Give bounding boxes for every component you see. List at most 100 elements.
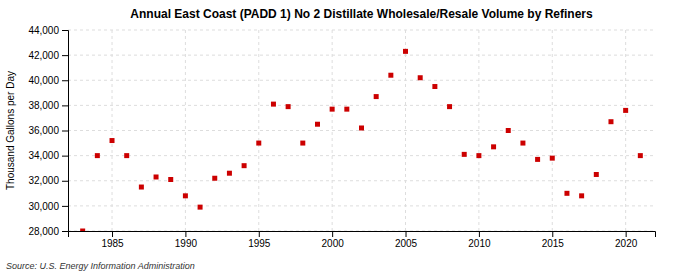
grid (68, 30, 655, 231)
grid-line (185, 30, 186, 231)
tick-label: 28,000 (28, 226, 59, 237)
plot-area: 1985199019952000200520102015202028,00030… (28, 25, 655, 249)
tick: 28,000 (28, 226, 68, 237)
point (564, 191, 569, 196)
tick: 2010 (468, 231, 491, 249)
point (124, 153, 129, 158)
grid-line (68, 155, 655, 156)
point (315, 122, 320, 127)
chart: 1985199019952000200520102015202028,00030… (0, 0, 675, 275)
point (550, 156, 555, 161)
point (212, 176, 217, 181)
tick-mark (62, 80, 68, 81)
tick: 34,000 (28, 150, 68, 161)
point (638, 153, 643, 158)
tick-mark (62, 131, 68, 132)
tick-label: 42,000 (28, 50, 59, 61)
tick: 1995 (248, 231, 271, 249)
y-axis: 28,000 30,000 32,000 34,000 36,000 38,000 40,0… (28, 25, 68, 237)
annotation: Source: U.S. Energy Information Administ… (6, 261, 195, 271)
tick: 38,000 (28, 100, 68, 111)
tick-mark (62, 105, 68, 106)
tick-mark (332, 231, 333, 237)
point (139, 185, 144, 190)
tick-mark (185, 231, 186, 237)
tick-label: 2020 (615, 238, 638, 249)
point (80, 229, 85, 232)
tick: 44,000 (28, 25, 68, 36)
point (286, 104, 291, 109)
tick-label: 38,000 (28, 100, 59, 111)
tick-mark (62, 231, 68, 232)
tick-label: 34,000 (28, 150, 59, 161)
tick-mark (62, 156, 68, 157)
tick: 32,000 (28, 175, 68, 186)
point (227, 171, 232, 176)
point (271, 102, 276, 107)
tick: 36,000 (28, 125, 68, 136)
tick-mark (626, 231, 627, 237)
tick-label: 36,000 (28, 125, 59, 136)
point (623, 108, 628, 113)
tick-label: 2005 (395, 238, 418, 249)
tick-mark (62, 30, 68, 31)
tick: 2005 (395, 231, 418, 249)
point (242, 163, 247, 168)
tick-label: 2010 (468, 238, 491, 249)
point (520, 141, 525, 146)
point (403, 49, 408, 54)
tick: 30,000 (28, 201, 68, 212)
point (154, 174, 159, 179)
grid-line (258, 30, 259, 231)
tick: 1985 (101, 231, 124, 249)
tick-mark (259, 231, 260, 237)
point (608, 119, 613, 124)
grid-line (68, 105, 655, 106)
grid-line (68, 30, 655, 31)
title: Annual East Coast (PADD 1) No 2 Distilla… (130, 7, 593, 21)
grid-line (552, 30, 553, 231)
x-axis: 19851990199520002005201020152020 (69, 231, 656, 249)
point (359, 125, 364, 130)
tick-label: 32,000 (28, 175, 59, 186)
tick-mark (62, 181, 68, 182)
grid-line (68, 80, 655, 81)
tick-label: 40,000 (28, 75, 59, 86)
point (300, 141, 305, 146)
tick-label: 1985 (101, 238, 124, 249)
point (388, 73, 393, 78)
tick-mark (62, 206, 68, 207)
tick-mark (62, 55, 68, 56)
grid-line (68, 55, 655, 56)
point (535, 157, 540, 162)
point (506, 128, 511, 133)
tick-label: 44,000 (28, 25, 59, 36)
tick-mark (552, 231, 553, 237)
point (110, 138, 115, 143)
y-axis-label: Thousand Gallons per Day (5, 71, 16, 190)
axis-line (62, 31, 69, 232)
point (432, 84, 437, 89)
point (256, 141, 261, 146)
point (330, 107, 335, 112)
tick: 40,000 (28, 75, 68, 86)
point (95, 153, 100, 158)
point (198, 205, 203, 210)
point (418, 75, 423, 80)
tick-label: 1995 (248, 238, 271, 249)
tick: 2000 (322, 231, 345, 249)
point (476, 153, 481, 158)
grid-line (68, 205, 655, 206)
tick-mark (112, 231, 113, 237)
points (80, 49, 643, 231)
tick: 42,000 (28, 50, 68, 61)
axis-line (69, 232, 656, 238)
point (344, 107, 349, 112)
point (594, 172, 599, 177)
point (491, 144, 496, 149)
point (579, 193, 584, 198)
tick: 2020 (615, 231, 638, 249)
tick-label: 2015 (542, 238, 565, 249)
point (168, 177, 173, 182)
point (447, 104, 452, 109)
